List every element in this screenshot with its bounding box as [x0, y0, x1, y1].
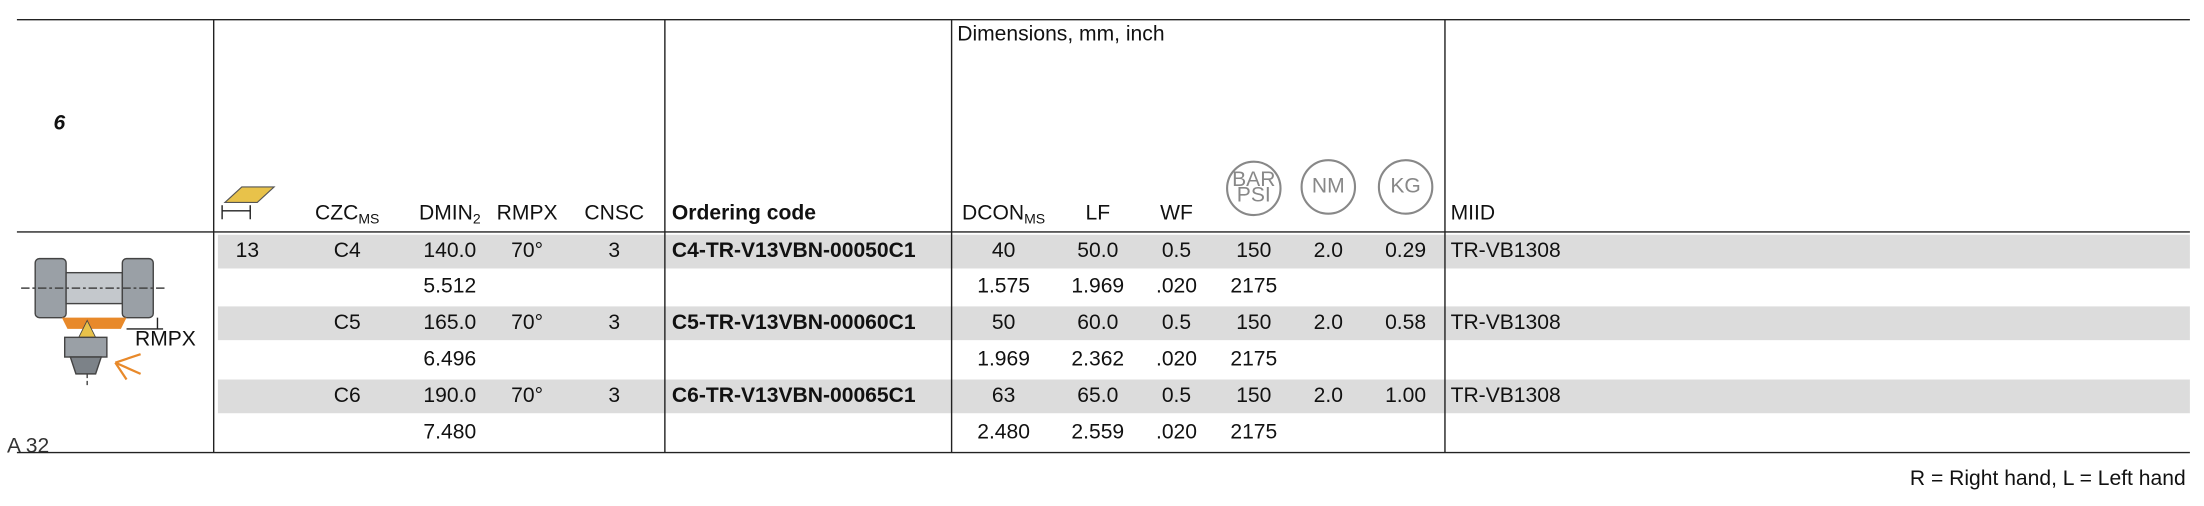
column-header: CNSC [584, 201, 644, 224]
row-band [217, 234, 2190, 269]
column-header-text: DCON [962, 201, 1024, 224]
table-cell: 3 [608, 239, 620, 262]
column-header: DMIN2 [419, 201, 481, 226]
table-cell: 150 [1236, 384, 1271, 407]
insert-size-icon [221, 186, 276, 220]
table-cell: 1.00 [1385, 384, 1426, 407]
table-cell: 1.969 [977, 347, 1030, 370]
table-cell: 190.0 [423, 384, 476, 407]
column-header: DCONMS [962, 201, 1045, 226]
dimensions-label: Dimensions, mm, inch [957, 23, 1164, 46]
table-cell: 150 [1236, 311, 1271, 334]
table-cell: 2.0 [1314, 239, 1343, 262]
unit-icon-label: PSI [1237, 184, 1271, 207]
column-header: MIID [1451, 201, 1496, 224]
row-band [217, 379, 2190, 414]
unit-icon-label: KG [1390, 175, 1420, 198]
unit-icon [1226, 160, 1282, 217]
table-cell: 3 [608, 311, 620, 334]
table-cell: 0.5 [1162, 311, 1191, 334]
column-header: LF [1085, 201, 1110, 224]
table-cell: 70° [511, 311, 543, 334]
column-header: WF [1160, 201, 1193, 224]
page-ref-mask [0, 453, 211, 506]
table-cell: 7.480 [423, 420, 476, 443]
table-cell: C4 [334, 239, 361, 262]
table-cell: 65.0 [1077, 384, 1118, 407]
table-cell: C6-TR-V13VBN-00065C1 [672, 384, 916, 407]
table-cell: 2.0 [1314, 384, 1343, 407]
section-number: 6 [53, 111, 65, 134]
table-cell: .020 [1156, 347, 1197, 370]
table-cell: 13 [236, 239, 259, 262]
unit-icon [1300, 159, 1357, 215]
table-cell: 2.0 [1314, 311, 1343, 334]
table-cell: 70° [511, 384, 543, 407]
table-cell: TR-VB1308 [1451, 384, 1561, 407]
unit-icon-label: NM [1312, 175, 1345, 198]
table-cell: 2175 [1230, 347, 1277, 370]
column-header: CZCMS [315, 201, 379, 226]
column-header-text: MIID [1451, 201, 1496, 224]
column-header-text: DMIN [419, 201, 473, 224]
table-cell: 165.0 [423, 311, 476, 334]
table-cell: 2175 [1230, 420, 1277, 443]
table-cell: 50.0 [1077, 239, 1118, 262]
column-header-text: Ordering code [672, 201, 816, 224]
unit-icon [1377, 159, 1434, 215]
row-band [217, 306, 2190, 341]
table-cell: 50 [992, 311, 1015, 334]
column-header-text: CNSC [584, 201, 644, 224]
table-cell: 2.559 [1071, 420, 1124, 443]
footer-note: R = Right hand, L = Left hand [1910, 467, 2186, 490]
table-cell: 0.5 [1162, 239, 1191, 262]
tool-illustration [21, 257, 166, 388]
table-cell: .020 [1156, 420, 1197, 443]
table-cell: C5-TR-V13VBN-00060C1 [672, 311, 916, 334]
illustration-label: RMPX [135, 328, 196, 351]
table-cell: 2.480 [977, 420, 1030, 443]
table-cell: 1.969 [1071, 274, 1124, 297]
table-cell: 60.0 [1077, 311, 1118, 334]
column-header-subscript: MS [358, 210, 379, 226]
table-cell: 63 [992, 384, 1015, 407]
table-cell: 5.512 [423, 274, 476, 297]
column-header-subscript: MS [1024, 210, 1045, 226]
column-header-text: RMPX [497, 201, 558, 224]
table-cell: C4-TR-V13VBN-00050C1 [672, 239, 916, 262]
table-cell: 1.575 [977, 274, 1030, 297]
table-cell: .020 [1156, 274, 1197, 297]
table-cell: C6 [334, 384, 361, 407]
table-cell: TR-VB1308 [1451, 239, 1561, 262]
column-header-text: CZC [315, 201, 358, 224]
table-cell: TR-VB1308 [1451, 311, 1561, 334]
table-cell: 0.58 [1385, 311, 1426, 334]
column-header: Ordering code [672, 201, 816, 224]
column-header: RMPX [497, 201, 558, 224]
table-cell: 0.29 [1385, 239, 1426, 262]
column-header-text: LF [1085, 201, 1110, 224]
table-cell: 6.496 [423, 347, 476, 370]
table-cell: 40 [992, 239, 1015, 262]
table-cell: 2.362 [1071, 347, 1124, 370]
table-cell: 0.5 [1162, 384, 1191, 407]
table-cell: 140.0 [423, 239, 476, 262]
table-cell: C5 [334, 311, 361, 334]
unit-icon-label: BAR [1232, 168, 1275, 191]
column-header-text: WF [1160, 201, 1193, 224]
table-cell: 2175 [1230, 274, 1277, 297]
table-cell: 70° [511, 239, 543, 262]
table-cell: 3 [608, 384, 620, 407]
row-shading [217, 234, 2190, 414]
table-cell: 150 [1236, 239, 1271, 262]
column-header-subscript: 2 [473, 210, 481, 226]
page-ref: A 32 [7, 435, 49, 458]
